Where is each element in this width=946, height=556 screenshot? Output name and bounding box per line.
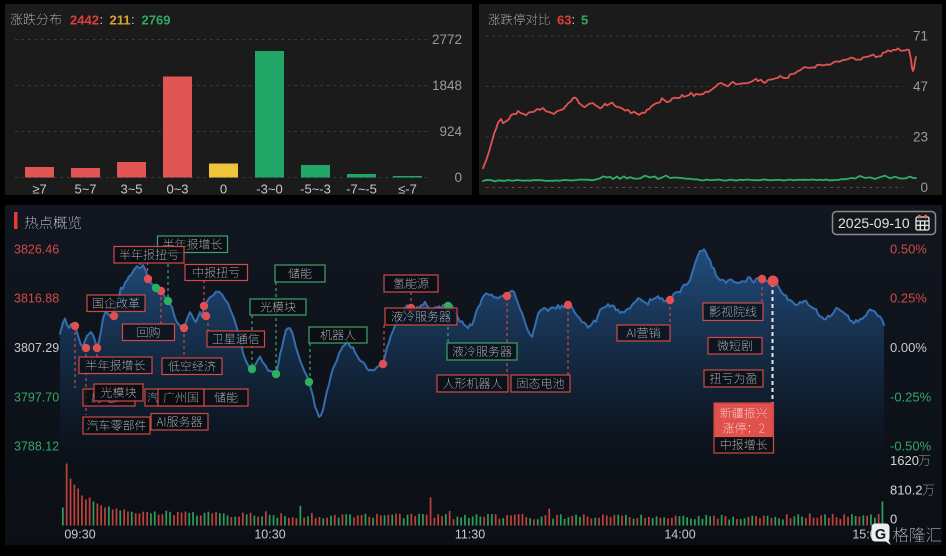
svg-text:3~5: 3~5: [120, 182, 142, 197]
svg-text:14:00: 14:00: [664, 528, 695, 542]
svg-text:23: 23: [913, 130, 928, 145]
svg-text:0.00%: 0.00%: [890, 340, 927, 355]
svg-text:0: 0: [454, 170, 462, 185]
svg-text:-5~-3: -5~-3: [300, 182, 331, 197]
svg-text:63: 63: [557, 13, 571, 28]
svg-text:211: 211: [110, 13, 131, 28]
svg-text:3816.88: 3816.88: [14, 292, 59, 306]
svg-text:-3~0: -3~0: [256, 182, 282, 197]
svg-text:1848: 1848: [432, 78, 462, 93]
svg-text:-7~-5: -7~-5: [346, 182, 377, 197]
svg-text:0.25%: 0.25%: [890, 291, 927, 306]
svg-text:0: 0: [890, 512, 897, 527]
svg-text:3807.29: 3807.29: [14, 341, 59, 355]
svg-text:924: 924: [439, 124, 462, 139]
svg-text:3826.46: 3826.46: [14, 243, 59, 257]
svg-text:-0.25%: -0.25%: [890, 390, 932, 405]
svg-text:71: 71: [913, 29, 928, 44]
svg-text:0~3: 0~3: [166, 182, 188, 197]
svg-text::: :: [572, 12, 576, 27]
svg-text::: :: [131, 12, 135, 27]
svg-text:≤-7: ≤-7: [398, 182, 417, 197]
svg-text:11:30: 11:30: [455, 528, 485, 542]
svg-text:3797.70: 3797.70: [14, 391, 59, 405]
svg-text:3788.12: 3788.12: [14, 440, 59, 454]
svg-text:G: G: [875, 527, 886, 543]
svg-text:2442: 2442: [70, 13, 99, 28]
svg-text:≥7: ≥7: [32, 182, 46, 197]
svg-text:-0.50%: -0.50%: [890, 439, 932, 454]
svg-text:09:30: 09:30: [64, 528, 95, 542]
svg-text:0: 0: [220, 182, 227, 197]
svg-text:0.50%: 0.50%: [890, 242, 927, 257]
svg-text:1620: 1620: [890, 453, 919, 468]
svg-text:47: 47: [913, 79, 928, 94]
svg-text:2772: 2772: [432, 32, 462, 47]
svg-text:2025-09-10: 2025-09-10: [838, 215, 910, 231]
svg-text:0: 0: [920, 180, 928, 195]
svg-text:810.2: 810.2: [890, 483, 923, 498]
svg-text:10:30: 10:30: [254, 528, 285, 542]
svg-text:5~7: 5~7: [74, 182, 96, 197]
svg-text::: :: [100, 12, 104, 27]
svg-text:2769: 2769: [142, 13, 171, 28]
svg-text:5: 5: [581, 13, 588, 28]
